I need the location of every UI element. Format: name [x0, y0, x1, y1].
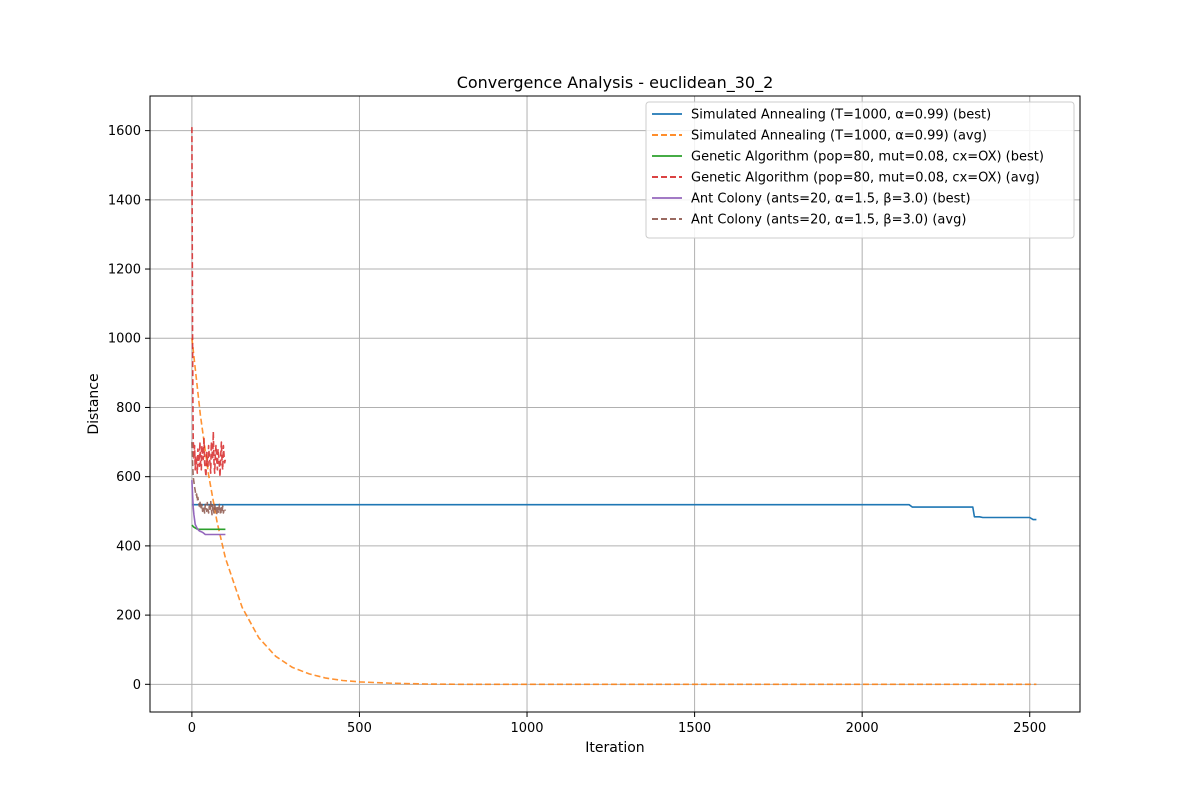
legend-entry-label: Genetic Algorithm (pop=80, mut=0.08, cx=… [691, 150, 1044, 165]
y-tick-label: 1200 [108, 263, 141, 278]
x-tick-label: 0 [188, 721, 196, 736]
plot-area-frame [149, 95, 1081, 713]
series-line-ant-colony-ants-20-1-5-3-0-best [191, 480, 226, 536]
x-tick-label: 2500 [1013, 721, 1046, 736]
axis-ticks: 0 500 1000 1500 2000 2500 0 200 400 600 800 1000 120… [108, 124, 1046, 736]
series-line-simulated-annealing-t-1000-0-99-avg [191, 338, 1037, 686]
y-tick-label: 600 [116, 470, 141, 485]
y-tick-label: 200 [116, 609, 141, 624]
legend: Simulated Annealing (T=1000, α=0.99) (be… [645, 101, 1075, 239]
series-lines [191, 127, 1037, 686]
legend-entry-label: Genetic Algorithm (pop=80, mut=0.08, cx=… [691, 171, 1040, 186]
y-tick-label: 1400 [108, 193, 141, 208]
y-axis-label: Distance [86, 373, 102, 434]
series-line-genetic-algorithm-pop-80-mut-0-08-cx-ox-avg [191, 127, 227, 478]
legend-box [645, 101, 1075, 239]
series-line-simulated-annealing-t-1000-0-99-best [191, 503, 1037, 521]
legend-entry-label: Simulated Annealing (T=1000, α=0.99) (be… [691, 108, 991, 123]
legend-entry-label: Ant Colony (ants=20, α=1.5, β=3.0) (avg) [691, 213, 966, 228]
y-tick-label: 800 [116, 401, 141, 416]
x-tick-label: 500 [347, 721, 372, 736]
x-tick-label: 1000 [510, 721, 543, 736]
y-tick-label: 1600 [108, 124, 141, 139]
chart-title: Convergence Analysis - euclidean_30_2 [457, 73, 774, 93]
series-line-ant-colony-ants-20-1-5-3-0-avg [191, 442, 227, 516]
y-tick-label: 0 [133, 678, 141, 693]
y-tick-label: 400 [116, 539, 141, 554]
grid-lines [150, 96, 1080, 712]
legend-entry-label: Simulated Annealing (T=1000, α=0.99) (av… [691, 129, 987, 144]
x-tick-label: 1500 [678, 721, 711, 736]
y-tick-label: 1000 [108, 332, 141, 347]
legend-entry-label: Ant Colony (ants=20, α=1.5, β=3.0) (best… [691, 192, 971, 207]
x-axis-label: Iteration [585, 740, 644, 756]
series-line-genetic-algorithm-pop-80-mut-0-08-cx-ox-best [191, 524, 226, 531]
x-tick-label: 2000 [846, 721, 879, 736]
